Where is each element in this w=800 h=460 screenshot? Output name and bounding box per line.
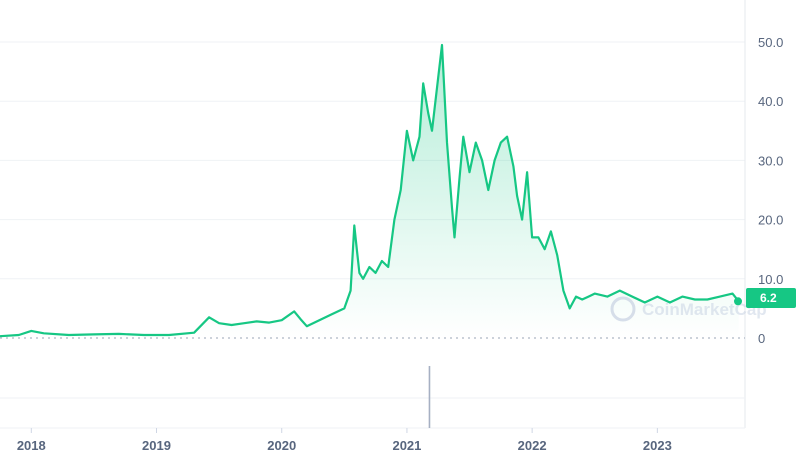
x-tick-label: 2021 — [392, 438, 421, 453]
x-tick-label: 2023 — [643, 438, 672, 453]
y-tick-label: 20.0 — [758, 213, 783, 228]
current-price-label: 6.2 — [760, 291, 777, 305]
x-tick-label: 2022 — [518, 438, 547, 453]
coinmarketcap-logo-icon — [610, 296, 636, 322]
y-tick-label: 40.0 — [758, 94, 783, 109]
price-line — [0, 43, 740, 338]
y-tick-label: 50.0 — [758, 35, 783, 50]
watermark: CoinMarketCap — [610, 296, 767, 322]
current-price-dot — [734, 297, 742, 306]
y-tick-label: 0 — [758, 331, 765, 346]
x-tick-label: 2018 — [17, 438, 46, 453]
volume-panel — [428, 366, 431, 428]
grid-lines — [0, 0, 746, 429]
y-tick-label: 10.0 — [758, 272, 783, 287]
y-axis: 50.0 40.0 30.0 20.0 10.0 0 — [758, 35, 783, 346]
price-area — [0, 45, 739, 338]
x-tick-label: 2019 — [142, 438, 171, 453]
volume-bar — [428, 366, 431, 428]
x-axis: 2018 2019 2020 2021 2022 2023 — [17, 428, 672, 453]
x-tick-label: 2020 — [267, 438, 296, 453]
current-price-badge — [746, 288, 796, 308]
watermark-text: CoinMarketCap — [642, 300, 767, 319]
y-tick-label: 30.0 — [758, 153, 783, 168]
